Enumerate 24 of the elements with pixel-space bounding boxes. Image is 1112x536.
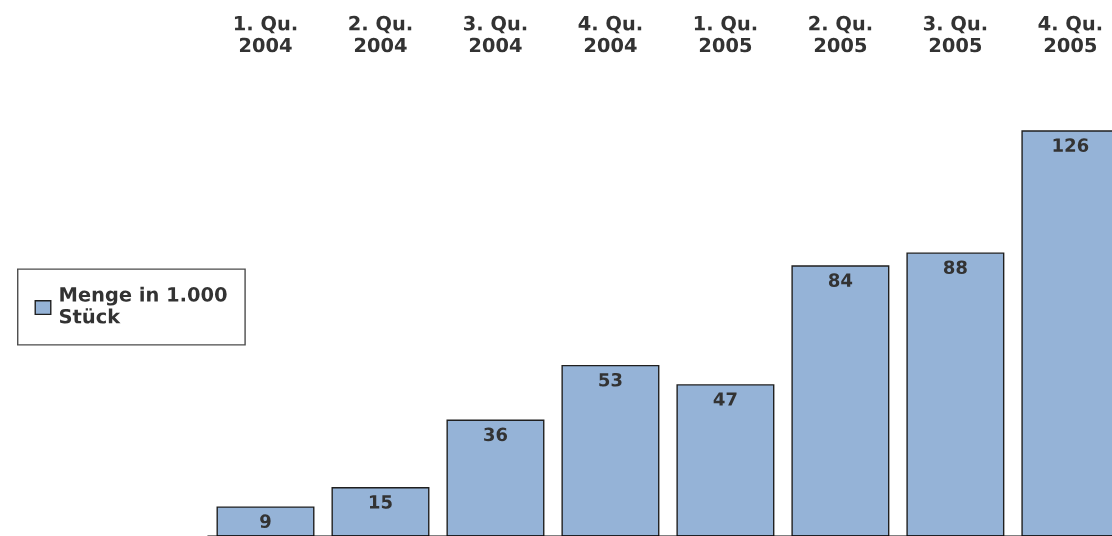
data-label: 84 <box>828 273 853 287</box>
bar <box>561 364 660 536</box>
x-tick-label: 2. Qu. 2005 <box>809 15 872 53</box>
x-tick-label: 2. Qu. 2004 <box>349 15 412 53</box>
data-label: 53 <box>599 372 622 387</box>
data-label: 9 <box>260 514 271 528</box>
x-tick-label: 4. Qu. 2004 <box>578 15 642 53</box>
bar <box>331 487 430 536</box>
x-tick-label: 3. Qu. 2005 <box>923 15 987 53</box>
data-label: 88 <box>943 260 967 275</box>
x-tick-label: 1. Qu. 2005 <box>694 15 757 53</box>
bar <box>676 384 775 536</box>
bar <box>446 419 545 536</box>
data-label: 15 <box>369 495 392 509</box>
bar <box>906 252 1005 536</box>
data-label: 47 <box>713 392 737 406</box>
data-label: 126 <box>1053 138 1089 152</box>
x-tick-label: 4. Qu. 2005 <box>1038 15 1102 53</box>
bar <box>216 506 315 536</box>
x-tick-label: 1. Qu. 2004 <box>234 15 297 53</box>
bar <box>791 265 890 536</box>
legend-label: Menge in 1.000 Stück <box>59 286 227 324</box>
data-label: 36 <box>484 427 508 442</box>
x-tick-label: 3. Qu. 2004 <box>464 15 527 53</box>
